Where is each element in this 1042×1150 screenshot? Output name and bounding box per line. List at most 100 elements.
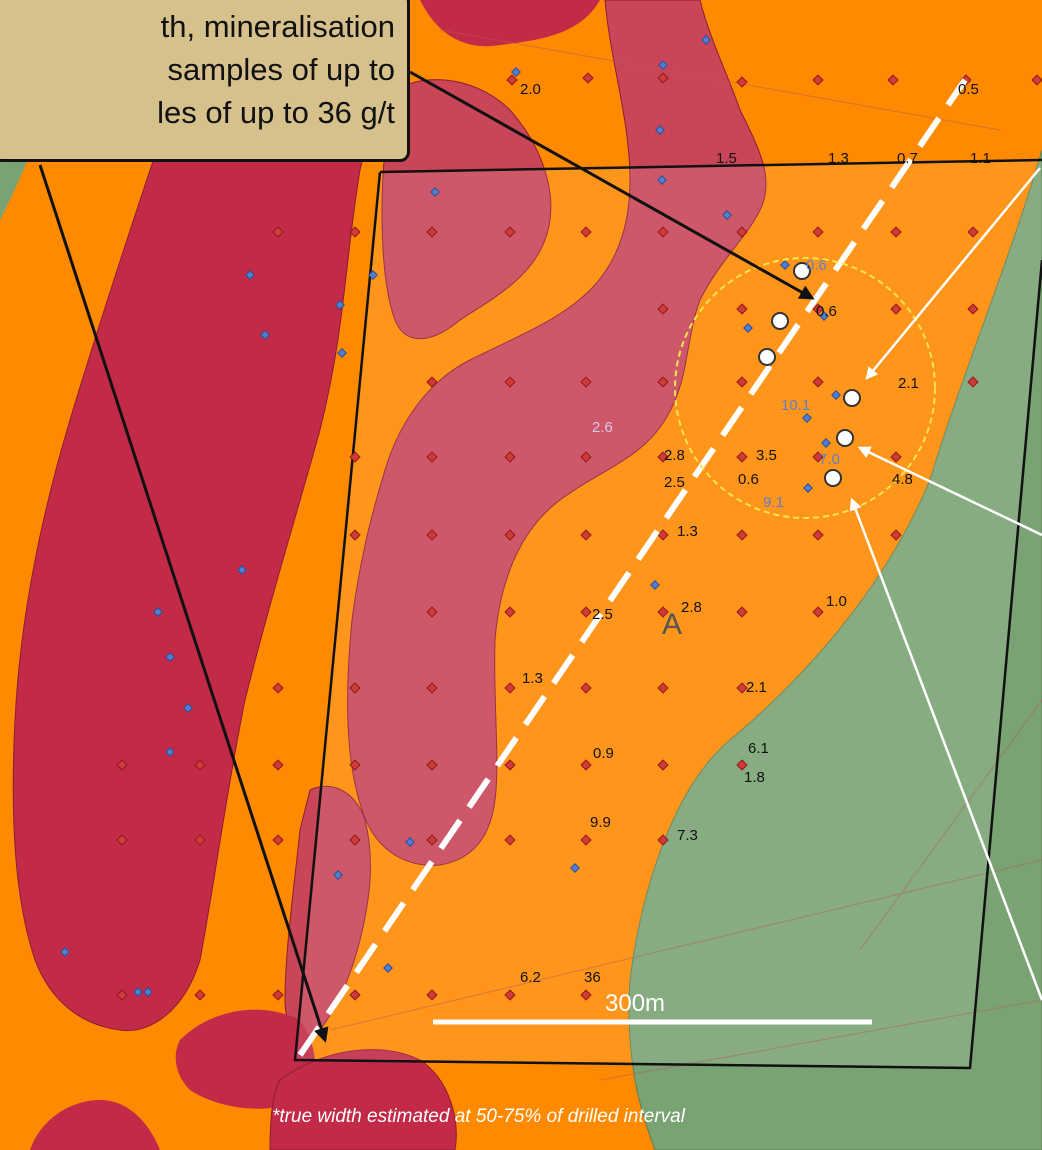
green-unit-east [628, 149, 1042, 1150]
assay-label: 1.3 [677, 523, 698, 540]
soil-sample-point [736, 76, 748, 88]
rock-chip-sample-point [802, 413, 812, 423]
soil-sample-point [272, 682, 284, 694]
assay-label: 1.0 [826, 593, 847, 610]
soil-sample-point [504, 451, 516, 463]
soil-sample-point [426, 226, 438, 238]
callout-line: les of up to 36 g/t [157, 95, 395, 130]
annotation-leader-arrow [857, 446, 1042, 537]
footnote: *true width estimated at 50-75% of drill… [272, 1106, 686, 1127]
drill-collar[interactable] [836, 429, 854, 447]
drill-collar[interactable] [793, 262, 811, 280]
assay-label: 1.3 [828, 150, 849, 167]
soil-sample-point [580, 529, 592, 541]
soil-sample-point [657, 303, 669, 315]
callout-leader-arrow [38, 164, 329, 1043]
drill-collar[interactable] [824, 469, 842, 487]
soil-sample-point [272, 834, 284, 846]
assay-label: 0.7 [897, 150, 918, 167]
rock-chip-sample-point [430, 187, 440, 197]
soil-sample-point [967, 226, 979, 238]
soil-sample-point [657, 834, 669, 846]
assay-label: 2.1 [746, 679, 767, 696]
assay-label: 0.6 [806, 257, 827, 274]
soil-sample-point [812, 303, 824, 315]
rock-chip-sample-point [183, 703, 193, 713]
rock-chip-sample-point [780, 260, 790, 270]
rock-chip-sample-point [60, 947, 70, 957]
soil-sample-point [736, 451, 748, 463]
rock-chip-sample-point [570, 863, 580, 873]
soil-sample-point [426, 834, 438, 846]
rock-chip-sample-point [368, 270, 378, 280]
soil-sample-point [349, 989, 361, 1001]
rock-chip-sample-point [335, 300, 345, 310]
soil-sample-point [426, 759, 438, 771]
rock-chip-sample-point [237, 565, 247, 575]
soil-sample-point [657, 759, 669, 771]
assay-label: 1.8 [744, 769, 765, 786]
soil-sample-point [349, 529, 361, 541]
soil-sample-point [426, 682, 438, 694]
assay-label: 4.8 [892, 471, 913, 488]
assay-label: 2.5 [592, 606, 613, 623]
soil-sample-point [426, 989, 438, 1001]
soil-sample-point [504, 226, 516, 238]
intrusive-body-west [12, 0, 401, 1032]
soil-sample-point [657, 606, 669, 618]
assay-label: 10.1 [781, 397, 810, 414]
rock-chip-sample-point [337, 348, 347, 358]
rock-chip-sample-point [722, 210, 732, 220]
drill-collar[interactable] [771, 312, 789, 330]
soil-sample-point [504, 606, 516, 618]
sample-points [60, 35, 1042, 1001]
soil-sample-point [736, 303, 748, 315]
soil-sample-point [1031, 74, 1042, 86]
assay-label: 3.5 [756, 447, 777, 464]
soil-sample-point [580, 759, 592, 771]
callout-line: samples of up to [167, 52, 395, 87]
soil-sample-point [580, 989, 592, 1001]
drill-collar[interactable] [843, 389, 861, 407]
soil-sample-point [504, 834, 516, 846]
soil-sample-point [426, 606, 438, 618]
soil-sample-point [580, 682, 592, 694]
rock-chip-sample-point [245, 270, 255, 280]
soil-sample-point [812, 606, 824, 618]
survey-lines [329, 29, 1042, 1081]
assay-label: 1.5 [716, 150, 737, 167]
rock-chip-sample-point [831, 390, 841, 400]
rock-chip-sample-point [143, 987, 153, 997]
assay-label: 1.3 [522, 670, 543, 687]
soil-sample-point [349, 226, 361, 238]
assay-label: 2.8 [681, 599, 702, 616]
assay-label: 7.3 [677, 827, 698, 844]
soil-sample-point [736, 376, 748, 388]
soil-sample-point [349, 759, 361, 771]
soil-sample-point [580, 376, 592, 388]
assay-label: 0.6 [816, 303, 837, 320]
rock-chip-sample-point [655, 125, 665, 135]
assay-label: 2.1 [898, 375, 919, 392]
rock-chip-sample-point [165, 747, 175, 757]
soil-sample-point [349, 682, 361, 694]
soil-sample-point [426, 376, 438, 388]
rock-chip-sample-point [511, 67, 521, 77]
soil-sample-point [194, 759, 206, 771]
permit-area-shading [295, 160, 1042, 1068]
rock-chip-sample-point [821, 438, 831, 448]
soil-sample-point [657, 451, 669, 463]
drill-collar[interactable] [758, 348, 776, 366]
soil-sample-point [116, 834, 128, 846]
soil-sample-point [580, 451, 592, 463]
intrusive-body-central [381, 79, 552, 340]
assay-label: 6.2 [520, 969, 541, 986]
soil-sample-point [580, 226, 592, 238]
assay-label: 7.0 [819, 451, 840, 468]
soil-sample-point [890, 303, 902, 315]
soil-sample-point [657, 226, 669, 238]
soil-sample-point [504, 759, 516, 771]
soil-sample-point [194, 834, 206, 846]
assay-label: 36 [584, 969, 601, 986]
